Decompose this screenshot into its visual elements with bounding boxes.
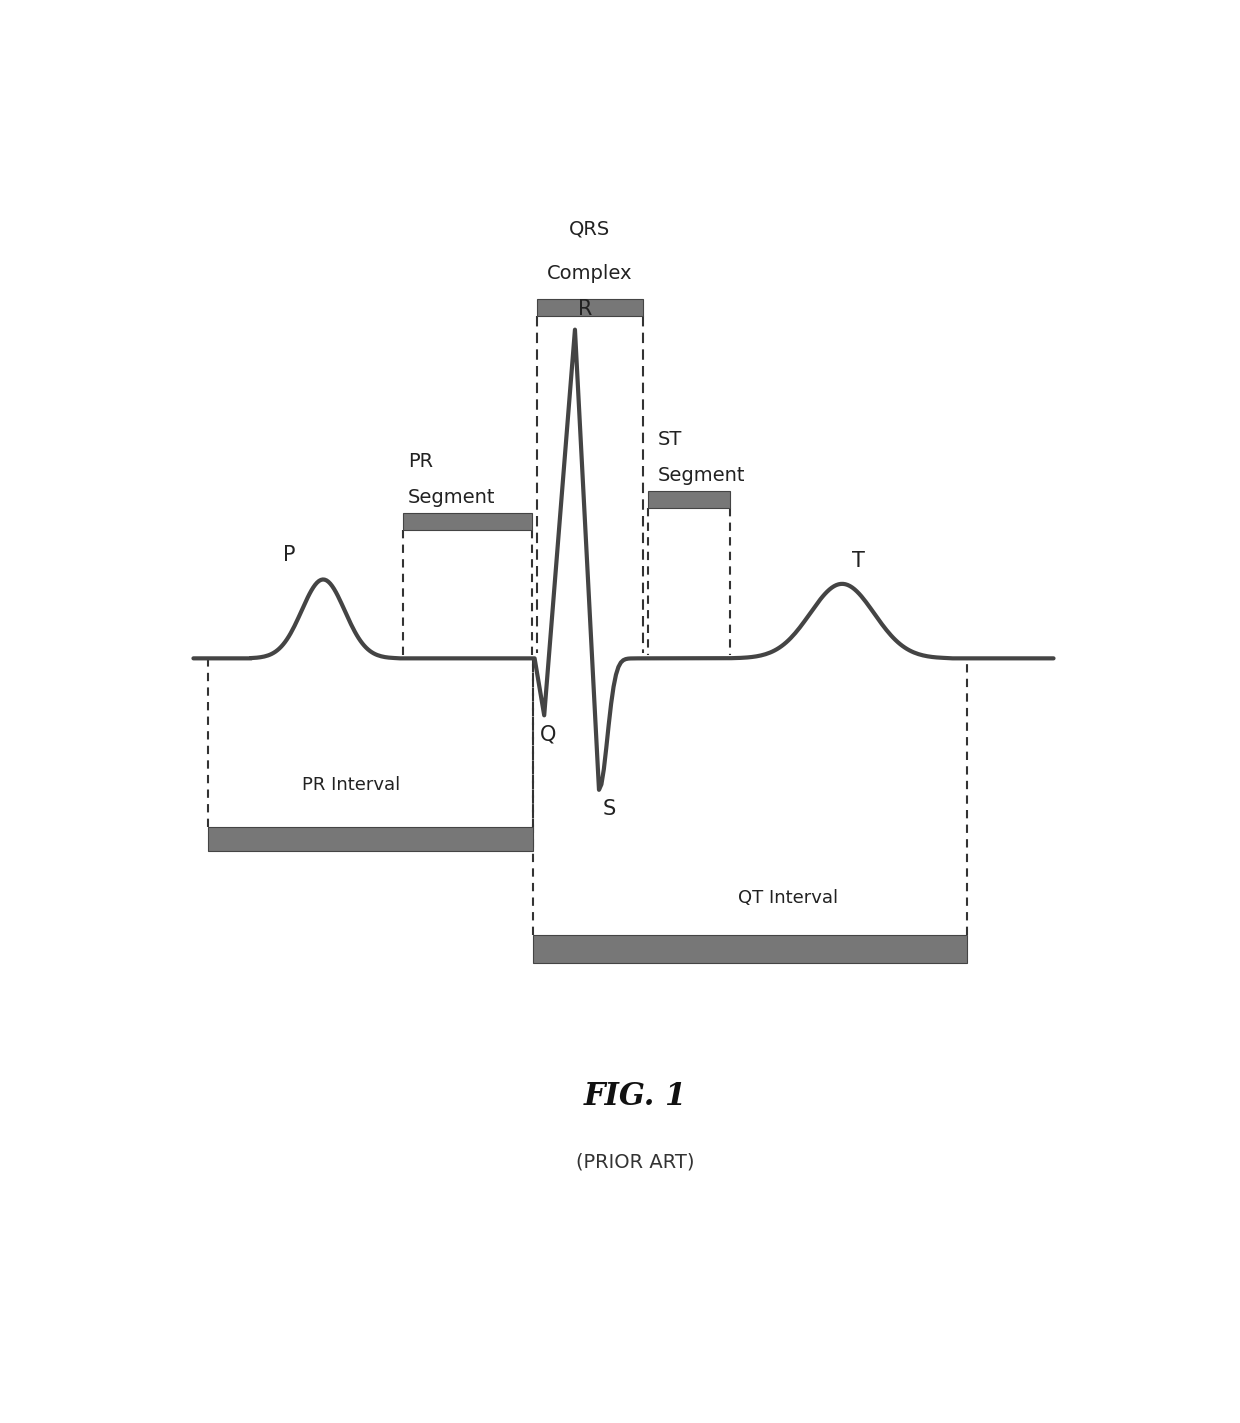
Text: P: P [283,545,296,565]
Text: Segment: Segment [408,488,495,507]
Bar [208,827,533,851]
Text: PR Interval: PR Interval [301,776,401,794]
Text: S: S [603,798,616,818]
Bar [649,491,729,508]
Text: Segment: Segment [657,467,745,485]
Text: Q: Q [539,724,556,744]
Bar [533,935,967,963]
Text: QRS: QRS [569,219,610,239]
Text: (PRIOR ART): (PRIOR ART) [577,1153,694,1173]
Bar [537,299,644,316]
Bar [403,512,532,531]
Text: FIG. 1: FIG. 1 [584,1081,687,1113]
Text: PR: PR [408,453,433,471]
Text: Complex: Complex [547,263,632,283]
Text: T: T [852,551,864,571]
Text: R: R [578,299,593,319]
Text: QT Interval: QT Interval [738,889,838,908]
Text: ST: ST [657,430,682,450]
